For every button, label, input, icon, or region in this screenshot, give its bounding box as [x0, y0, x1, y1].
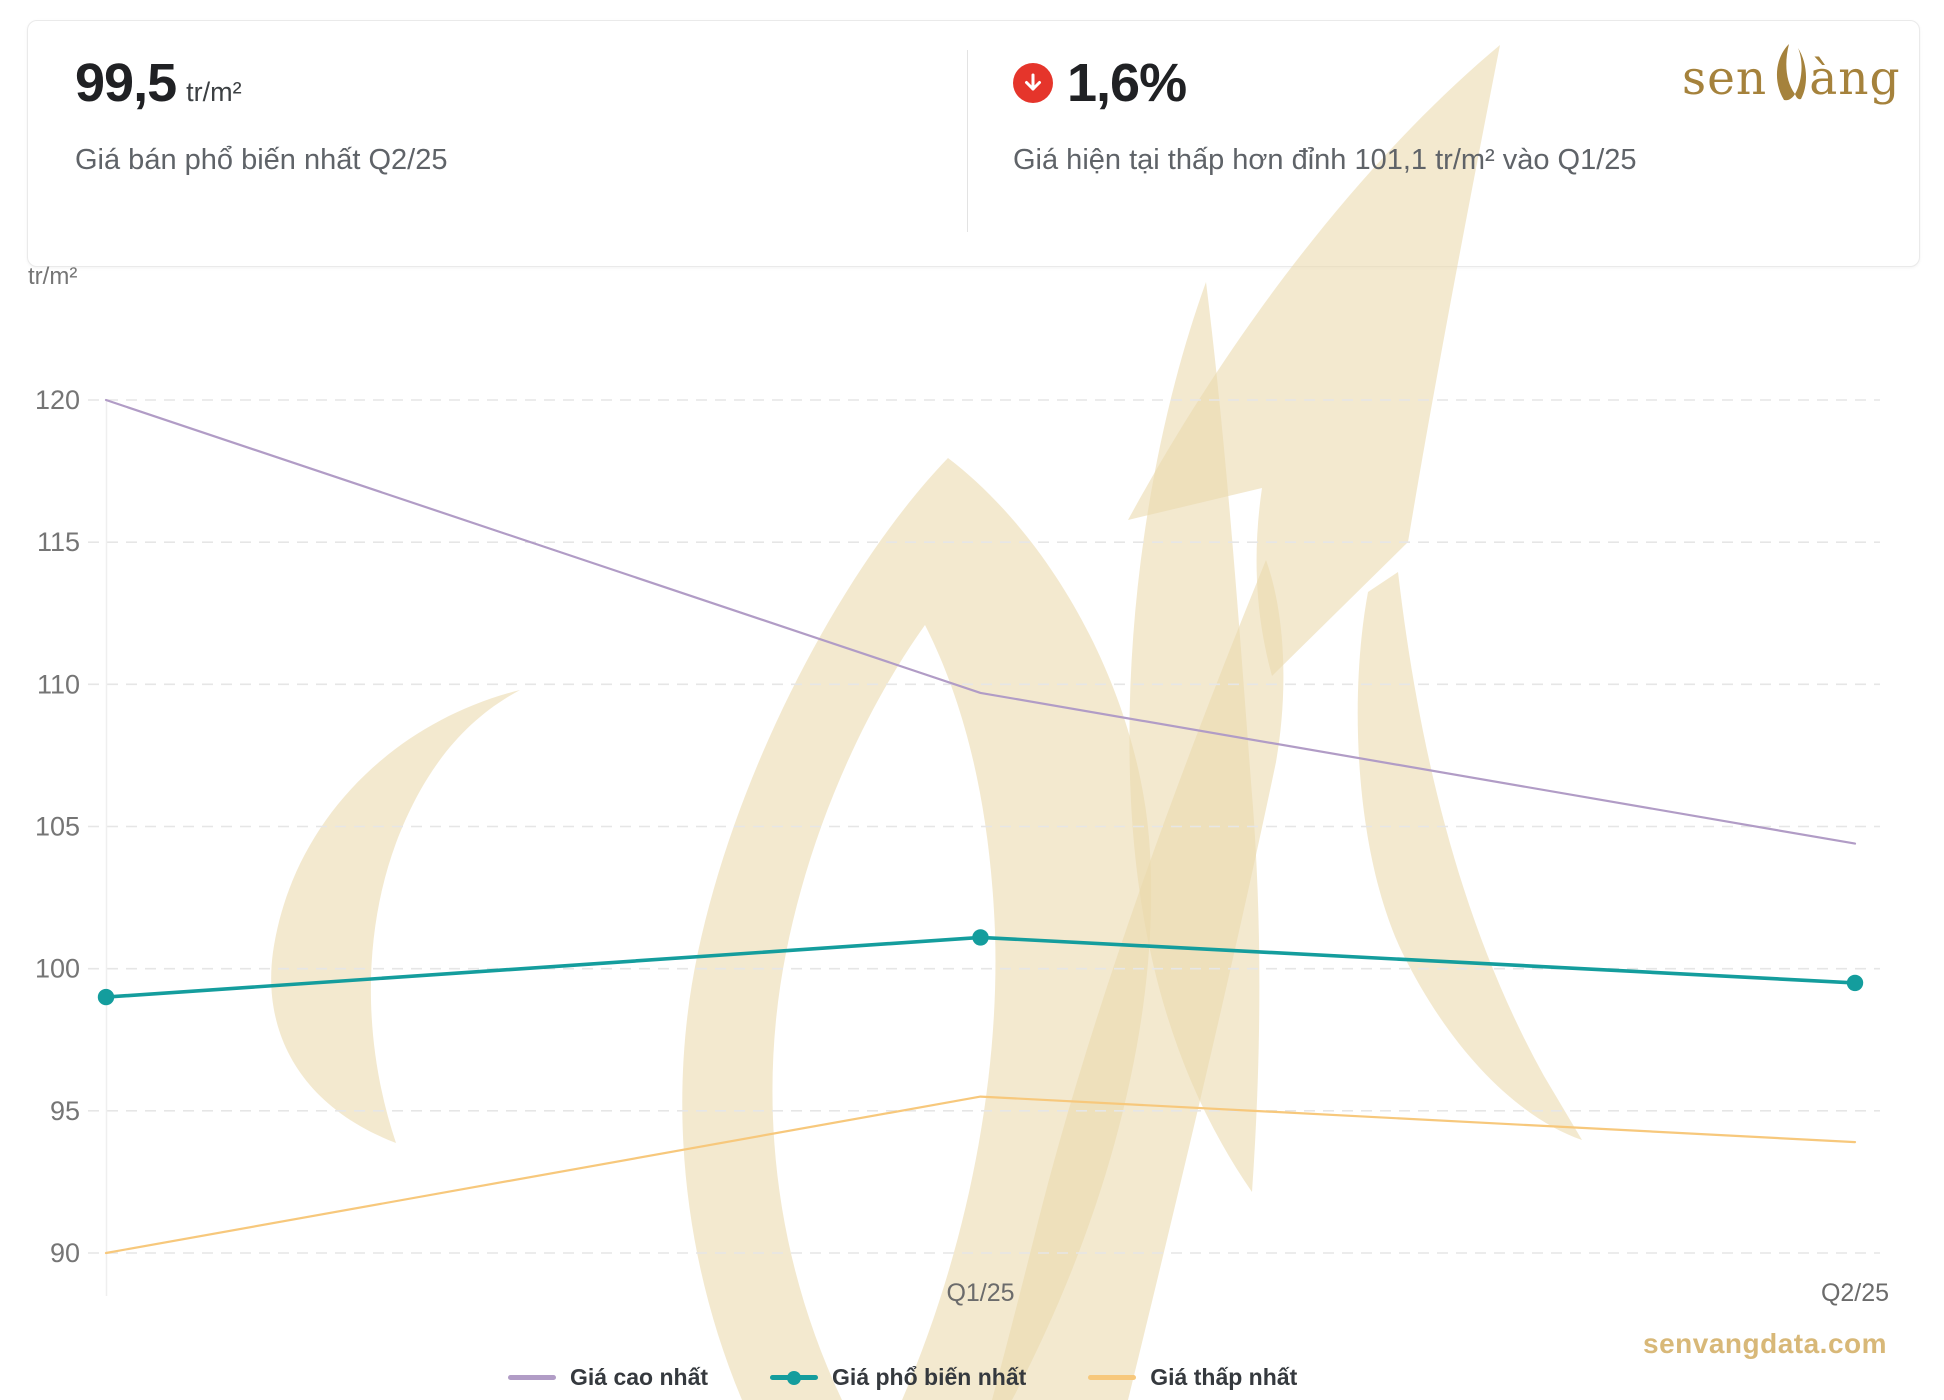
legend-label: Giá cao nhất — [570, 1364, 709, 1390]
stat-value: 1,6% — [1067, 53, 1187, 113]
chart-legend: Giá cao nhất Giá phổ biến nhất Giá thấp nh… — [508, 1364, 1297, 1391]
stat-change-from-peak: 1,6% Giá hiện tại thấp hơn đỉnh 101,1 tr… — [1013, 56, 1637, 177]
stat-value: 99,5 — [75, 53, 177, 113]
legend-item[interactable]: Giá phổ biến nhất — [770, 1364, 1026, 1391]
logo-text-post: àng — [1809, 51, 1901, 106]
stat-label: Giá bán phổ biến nhất Q2/25 — [75, 144, 448, 176]
website-watermark: senvangdata.com — [1643, 1328, 1888, 1359]
logo-text-pre: sen — [1682, 51, 1768, 106]
x-tick-label: Q2/25 — [1821, 1279, 1889, 1307]
legend-item[interactable]: Giá thấp nhất — [1088, 1364, 1297, 1391]
stat-unit: tr/m² — [186, 77, 242, 107]
legend-label: Giá phổ biến nhất — [832, 1364, 1027, 1390]
card-divider — [967, 50, 968, 232]
y-tick-label: 105 — [35, 812, 80, 842]
y-tick-label: 115 — [37, 527, 80, 557]
y-tick-label: 120 — [35, 385, 80, 415]
series-line — [104, 1095, 1857, 1255]
legend-marker-dot — [787, 1370, 802, 1385]
series-line — [104, 398, 1857, 845]
legend-swatch — [1088, 1375, 1137, 1380]
y-tick-label: 110 — [37, 669, 80, 699]
series-line — [104, 935, 1857, 999]
legend-label: Giá thấp nhất — [1150, 1364, 1298, 1390]
summary-card-content: 99,5 tr/m² Giá bán phổ biến nhất Q2/25 1… — [0, 0, 1944, 267]
y-tick-label: 90 — [50, 1238, 80, 1268]
stat-label: Giá hiện tại thấp hơn đỉnh 101,1 tr/m² v… — [1013, 144, 1637, 176]
x-tick-label: Q1/25 — [946, 1279, 1014, 1307]
arrow-down-circle-icon — [1013, 63, 1053, 103]
legend-swatch — [770, 1370, 819, 1385]
stat-most-common-price: 99,5 tr/m² Giá bán phổ biến nhất Q2/25 — [75, 56, 447, 177]
summary-card — [27, 20, 1920, 267]
legend-item[interactable]: Giá cao nhất — [508, 1364, 708, 1391]
data-point-marker — [1846, 974, 1864, 992]
data-point-marker — [97, 988, 115, 1006]
senvang-logo: sen àng — [1682, 44, 1901, 102]
y-axis-title: tr/m² — [28, 263, 77, 290]
legend-swatch — [508, 1375, 556, 1380]
data-point-marker — [972, 929, 989, 946]
y-tick-label: 100 — [35, 954, 80, 984]
y-tick-label: 95 — [50, 1096, 80, 1126]
lotus-icon — [1777, 44, 1807, 101]
